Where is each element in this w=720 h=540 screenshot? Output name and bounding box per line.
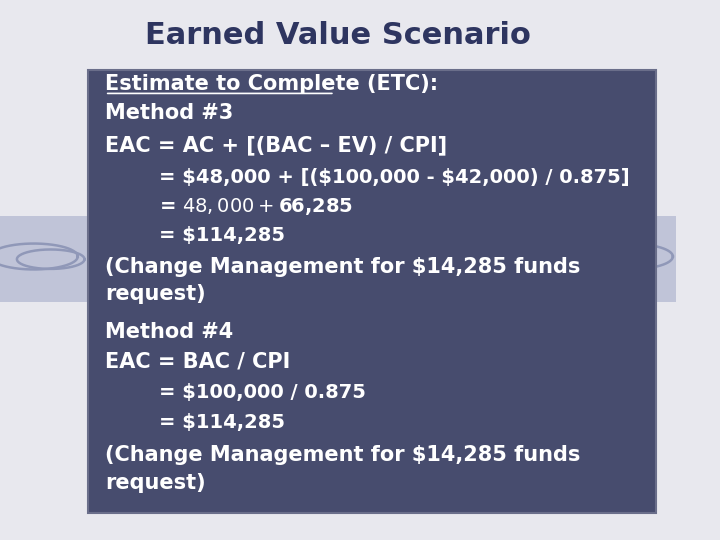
Text: = $114,285: = $114,285 [159, 226, 285, 245]
Text: EAC = BAC / CPI: EAC = BAC / CPI [105, 352, 290, 372]
Text: Method #4: Method #4 [105, 322, 233, 342]
Text: (Change Management for $14,285 funds: (Change Management for $14,285 funds [105, 257, 580, 278]
FancyBboxPatch shape [0, 216, 676, 302]
FancyBboxPatch shape [88, 70, 656, 513]
Text: request): request) [105, 473, 205, 494]
Text: Method #3: Method #3 [105, 103, 233, 124]
Text: Earned Value Scenario: Earned Value Scenario [145, 21, 531, 50]
Text: = $48,000 + [($100,000 - $42,000) / 0.875]: = $48,000 + [($100,000 - $42,000) / 0.87… [159, 167, 629, 187]
Text: = $114,285: = $114,285 [159, 413, 285, 432]
Text: (Change Management for $14,285 funds: (Change Management for $14,285 funds [105, 444, 580, 465]
Text: Estimate to Complete (ETC):: Estimate to Complete (ETC): [105, 73, 438, 94]
Text: = $100,000 / 0.875: = $100,000 / 0.875 [159, 383, 366, 402]
Text: request): request) [105, 284, 205, 305]
Text: EAC = AC + [(BAC – EV) / CPI]: EAC = AC + [(BAC – EV) / CPI] [105, 136, 447, 156]
Text: = $48,000 + $66,285: = $48,000 + $66,285 [159, 196, 353, 217]
